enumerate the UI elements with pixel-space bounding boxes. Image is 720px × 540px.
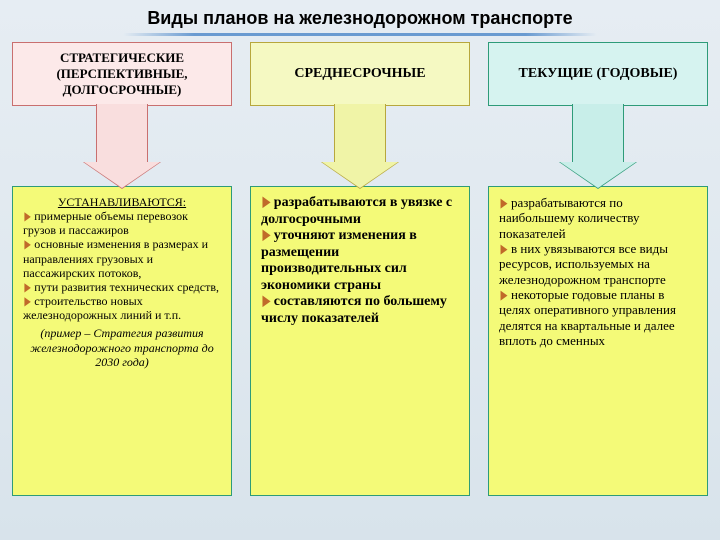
- bullet-item: пути развития технических средств,: [23, 280, 221, 294]
- column-1: СТРАТЕГИЧЕСКИЕ (ПЕРСПЕКТИВНЫЕ, ДОЛГОСРОЧ…: [12, 42, 232, 496]
- bullet-text: строительство новых железнодорожных лини…: [23, 294, 181, 322]
- body-tail: (пример – Стратегия развития железнодоро…: [23, 326, 221, 368]
- diagram-stage: СТРАТЕГИЧЕСКИЕ (ПЕРСПЕКТИВНЫЕ, ДОЛГОСРОЧ…: [0, 42, 720, 522]
- bullet-item: примерные объемы перевозок грузов и пасс…: [23, 209, 221, 237]
- bullet-text: в них увязываются все виды ресурсов, исп…: [499, 241, 668, 287]
- bullet-item: строительство новых железнодорожных лини…: [23, 294, 221, 322]
- bullet-arrow-icon: [499, 287, 511, 302]
- bullet-item: в них увязываются все виды ресурсов, исп…: [499, 241, 697, 287]
- bullet-item: некоторые годовые планы в целях оператив…: [499, 287, 697, 348]
- column-2: СРЕДНЕСРОЧНЫЕ разрабатываются в увязке с …: [250, 42, 470, 496]
- column-header: СТРАТЕГИЧЕСКИЕ (ПЕРСПЕКТИВНЫЕ, ДОЛГОСРОЧ…: [12, 42, 232, 106]
- bullet-item: уточняют изменения в размещении производ…: [261, 228, 459, 294]
- bullet-arrow-icon: [261, 228, 274, 243]
- bullet-text: разрабатываются по наибольшему количеств…: [499, 195, 640, 241]
- arrow-down-icon: [62, 104, 182, 190]
- column-body: УСТАНАВЛИВАЮТСЯ:примерные объемы перевоз…: [12, 186, 232, 496]
- page-title: Виды планов на железнодорожном транспорт…: [12, 8, 708, 29]
- bullet-text: уточняют изменения в размещении производ…: [261, 228, 417, 293]
- bullet-arrow-icon: [23, 237, 34, 251]
- bullet-arrow-icon: [261, 195, 274, 210]
- bullet-arrow-icon: [23, 294, 34, 308]
- bullet-arrow-icon: [23, 209, 34, 223]
- bullet-arrow-icon: [261, 294, 274, 309]
- column-body: разрабатываются по наибольшему количеств…: [488, 186, 708, 496]
- bullet-item: составляются по большему числу показател…: [261, 294, 459, 327]
- title-underline: [123, 33, 596, 36]
- bullet-text: некоторые годовые планы в целях оператив…: [499, 287, 676, 348]
- bullet-text: примерные объемы перевозок грузов и пасс…: [23, 209, 188, 237]
- bullet-text: пути развития технических средств,: [34, 280, 219, 294]
- bullet-item: разрабатываются в увязке с долгосрочными: [261, 195, 459, 228]
- arrow-down-icon: [538, 104, 658, 190]
- title-bar: Виды планов на железнодорожном транспорт…: [0, 0, 720, 42]
- column-body: разрабатываются в увязке с долгосрочными…: [250, 186, 470, 496]
- column-header: ТЕКУЩИЕ (ГОДОВЫЕ): [488, 42, 708, 106]
- arrow-down-icon: [300, 104, 420, 190]
- body-intro: УСТАНАВЛИВАЮТСЯ:: [23, 195, 221, 209]
- bullet-text: основные изменения в размерах и направле…: [23, 237, 208, 279]
- bullet-text: разрабатываются в увязке с долгосрочными: [261, 195, 452, 227]
- bullet-text: составляются по большему числу показател…: [261, 294, 447, 326]
- bullet-arrow-icon: [23, 280, 34, 294]
- bullet-arrow-icon: [499, 195, 511, 210]
- column-3: ТЕКУЩИЕ (ГОДОВЫЕ) разрабатываются по наиб…: [488, 42, 708, 496]
- bullet-item: разрабатываются по наибольшему количеств…: [499, 195, 697, 241]
- column-header: СРЕДНЕСРОЧНЫЕ: [250, 42, 470, 106]
- bullet-arrow-icon: [499, 241, 511, 256]
- bullet-item: основные изменения в размерах и направле…: [23, 237, 221, 279]
